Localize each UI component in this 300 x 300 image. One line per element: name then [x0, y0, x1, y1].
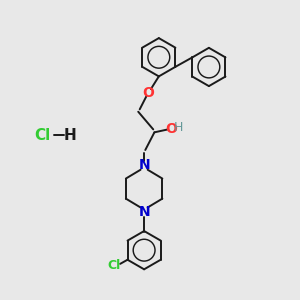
Text: H: H: [63, 128, 76, 143]
Text: Cl: Cl: [108, 259, 121, 272]
Text: O: O: [165, 122, 177, 136]
Text: H: H: [173, 121, 183, 134]
Text: N: N: [138, 205, 150, 219]
Text: O: O: [142, 85, 154, 100]
Text: Cl: Cl: [34, 128, 50, 143]
Text: N: N: [138, 158, 150, 172]
